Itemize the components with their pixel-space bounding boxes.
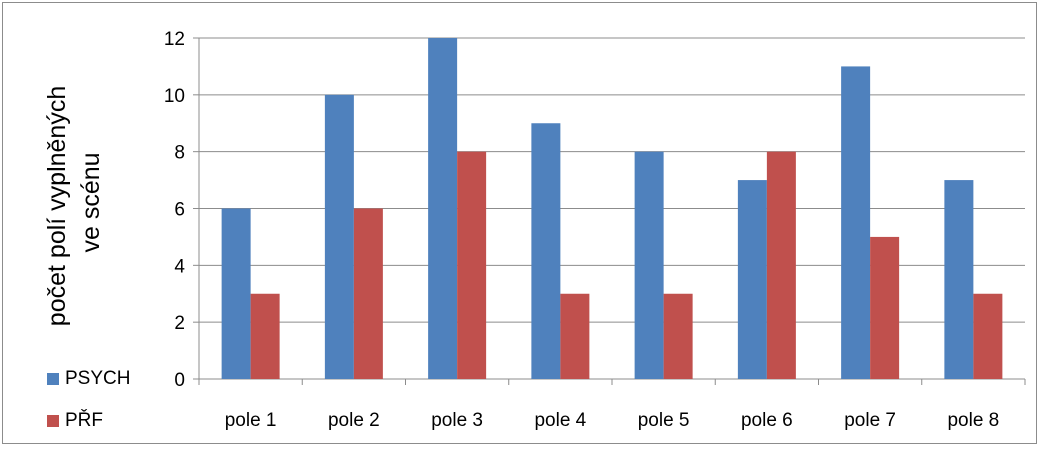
- bar-prf: [250, 293, 280, 379]
- bar-prf: [973, 293, 1003, 379]
- bar-psych: [324, 94, 354, 379]
- x-tick-labels: pole 1 pole 2 pole 3 pole 4 pole 5 pole 6 pole…: [225, 410, 1000, 431]
- y-tick-label: 0: [174, 370, 185, 391]
- y-axis-title: počet polí vyplněných ve scénu: [43, 79, 105, 326]
- x-tick-label: pole 2: [328, 410, 380, 431]
- x-tick-label: pole 6: [741, 410, 793, 431]
- x-tick-label: pole 7: [844, 410, 896, 431]
- x-tick-label: pole 5: [638, 410, 690, 431]
- legend-item-prf: PŘF: [47, 410, 130, 431]
- legend-label-psych: PSYCH: [65, 368, 131, 389]
- y-tick-label: 12: [164, 29, 185, 50]
- y-tick-labels: 0 2 4 6 8 10 12: [164, 29, 186, 391]
- bar-chart: 0 2 4 6 8 10 12 pole 1 pole 2 pole 3 pole 4 pole 5…: [43, 29, 1026, 431]
- x-tick-label: pole 1: [225, 410, 277, 431]
- chart-area: 0 2 4 6 8 10 12 pole 1 pole 2 pole 3 pole 4 pole 5…: [2, 2, 1037, 444]
- y-tick-label: 8: [174, 143, 185, 164]
- bar-psych: [634, 151, 664, 379]
- y-axis-title-line-2: ve scénu: [77, 152, 105, 252]
- legend: PSYCH PŘF: [47, 368, 131, 453]
- bar-prf: [766, 151, 796, 379]
- y-tick-label: 2: [174, 313, 185, 334]
- legend-swatch-psych: [47, 373, 59, 385]
- bar-psych: [841, 66, 871, 379]
- bar-psych: [221, 208, 251, 379]
- bar-prf: [457, 151, 487, 379]
- bar-psych: [944, 180, 974, 379]
- bar-prf: [663, 293, 693, 379]
- axes: [193, 37, 1026, 385]
- bar-prf: [560, 293, 590, 379]
- y-axis-title-line-1: počet polí vyplněných: [43, 86, 71, 326]
- x-tick-label: pole 8: [947, 410, 999, 431]
- bar-prf: [870, 236, 900, 379]
- legend-label-prf: PŘF: [65, 410, 103, 431]
- gridlines: [199, 37, 1025, 323]
- bar-psych: [531, 123, 561, 379]
- y-tick-label: 10: [164, 86, 185, 107]
- legend-item-psych: PSYCH: [47, 368, 131, 389]
- y-tick-label: 4: [174, 256, 185, 277]
- bar-prf: [353, 208, 383, 379]
- y-tick-label: 6: [174, 200, 185, 221]
- bar-psych: [428, 38, 458, 379]
- x-tick-label: pole 3: [431, 410, 483, 431]
- bars: [221, 38, 1003, 379]
- x-tick-label: pole 4: [534, 410, 586, 431]
- legend-swatch-prf: [47, 415, 59, 427]
- bar-psych: [737, 180, 767, 379]
